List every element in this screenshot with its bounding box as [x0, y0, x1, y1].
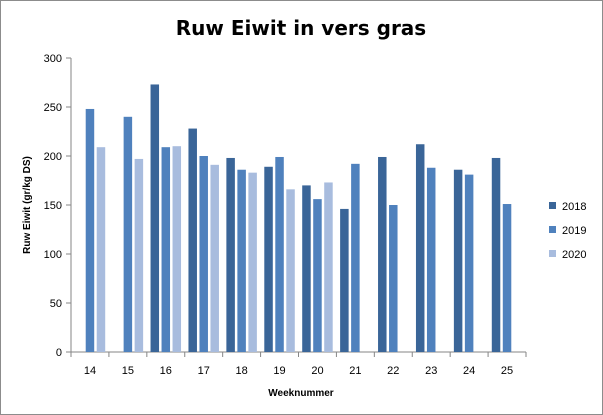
bar-2019-week-14 [85, 108, 95, 353]
bar-2018-week-18 [226, 157, 235, 352]
x-tick-label: 21 [349, 365, 361, 377]
x-tick-label: 16 [160, 365, 172, 377]
bar-2019-week-24 [464, 174, 474, 352]
bar-2018-week-22 [378, 156, 387, 352]
bar-2018-week-23 [415, 144, 425, 352]
y-tick-label: 150 [44, 200, 62, 212]
x-tick-label: 23 [425, 365, 437, 377]
legend-label-2018: 2018 [562, 201, 586, 213]
bar-2018-week-16 [150, 84, 160, 353]
bar-2018-week-19 [264, 166, 273, 352]
bars-group [85, 84, 512, 353]
x-tick-label: 14 [84, 365, 96, 377]
legend-label-2020: 2020 [562, 249, 586, 261]
legend-label-2019: 2019 [562, 225, 586, 237]
bar-2020-week-17 [210, 164, 219, 352]
bar-2020-week-16 [172, 146, 182, 352]
legend-swatch-2019 [549, 226, 556, 233]
x-axis-label: Weeknummer [268, 388, 334, 399]
bar-2019-week-20 [313, 199, 322, 352]
y-axis-label: Ruw Eiwit (gr/kg DS) [22, 156, 33, 254]
bar-2020-week-18 [248, 172, 257, 352]
x-tick-label: 25 [501, 365, 513, 377]
y-tick-label: 0 [56, 347, 62, 359]
bar-2020-week-20 [324, 182, 333, 352]
x-tick-label: 18 [236, 365, 248, 377]
bar-2019-week-18 [237, 169, 246, 352]
legend-swatch-2018 [549, 202, 556, 209]
bar-2020-week-19 [286, 189, 295, 352]
bar-2019-week-19 [275, 156, 284, 352]
x-axis-ticks: 14 15 16 17 18 19 20 21 22 23 24 25 [70, 352, 527, 377]
bar-2018-week-20 [302, 185, 311, 352]
bar-2019-week-23 [426, 167, 436, 352]
legend-swatch-2020 [549, 250, 556, 257]
y-tick-label: 300 [44, 53, 62, 65]
x-tick-label: 17 [198, 365, 210, 377]
bar-2018-week-17 [188, 128, 197, 352]
bar-2019-week-16 [161, 147, 171, 352]
bar-2019-week-22 [389, 205, 398, 352]
y-axis-ticks: 0 50 100 150 200 250 300 [44, 53, 71, 359]
bar-2020-week-15 [134, 158, 144, 352]
y-tick-label: 250 [44, 102, 62, 114]
legend: 2018 2019 2020 [549, 201, 586, 261]
y-tick-label: 100 [44, 249, 62, 261]
bar-2019-week-17 [199, 156, 208, 352]
bar-2018-week-24 [453, 169, 463, 352]
x-tick-label: 22 [387, 365, 399, 377]
x-tick-label: 24 [463, 365, 475, 377]
x-tick-label: 20 [311, 365, 323, 377]
bar-2019-week-21 [351, 163, 360, 352]
y-tick-label: 200 [44, 151, 62, 163]
bar-2018-week-21 [340, 208, 349, 352]
bar-2019-week-15 [123, 116, 133, 352]
bar-2020-week-14 [96, 147, 106, 352]
x-tick-label: 19 [273, 365, 285, 377]
bar-2019-week-25 [502, 204, 512, 352]
chart-title: Ruw Eiwit in vers gras [176, 16, 426, 40]
bar-2018-week-25 [491, 157, 501, 352]
x-tick-label: 15 [122, 365, 134, 377]
y-tick-label: 50 [50, 298, 62, 310]
